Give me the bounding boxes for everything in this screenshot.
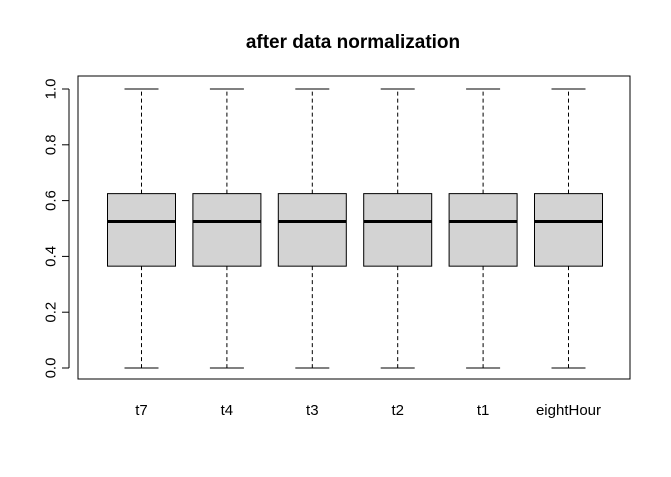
box-iqr bbox=[448, 193, 518, 267]
x-tick-label: t2 bbox=[391, 402, 404, 419]
x-tick-label: t3 bbox=[306, 402, 319, 419]
plot-frame bbox=[77, 75, 631, 380]
box-iqr bbox=[192, 193, 262, 267]
y-tick-label: 0.2 bbox=[43, 302, 60, 323]
x-tick-label: t4 bbox=[221, 402, 234, 419]
box-eightHour bbox=[534, 88, 603, 369]
y-tick-label: 0.4 bbox=[43, 246, 60, 267]
y-tick-label: 0.6 bbox=[43, 190, 60, 211]
boxes-group bbox=[107, 88, 603, 369]
x-tick-label: eightHour bbox=[536, 402, 601, 419]
box-t2 bbox=[363, 88, 433, 369]
box-t7 bbox=[107, 88, 176, 369]
x-tick-label: t1 bbox=[477, 402, 490, 419]
y-tick-label: 1.0 bbox=[43, 79, 60, 100]
box-t3 bbox=[277, 88, 347, 369]
y-tick-label: 0.0 bbox=[43, 358, 60, 379]
box-iqr bbox=[534, 193, 603, 267]
box-iqr bbox=[363, 193, 433, 267]
box-t1 bbox=[448, 88, 518, 369]
y-axis: 0.0 0.2 0.4 0.6 0.8 1.0 bbox=[43, 79, 70, 379]
x-axis: t7 t4 t3 t2 t1 eightHour bbox=[135, 402, 601, 419]
box-iqr bbox=[277, 193, 347, 267]
chart-title: after data normalization bbox=[246, 32, 460, 53]
x-tick-label: t7 bbox=[135, 402, 148, 419]
box-t4 bbox=[192, 88, 262, 369]
box-iqr bbox=[107, 193, 176, 267]
y-tick-label: 0.8 bbox=[43, 134, 60, 155]
